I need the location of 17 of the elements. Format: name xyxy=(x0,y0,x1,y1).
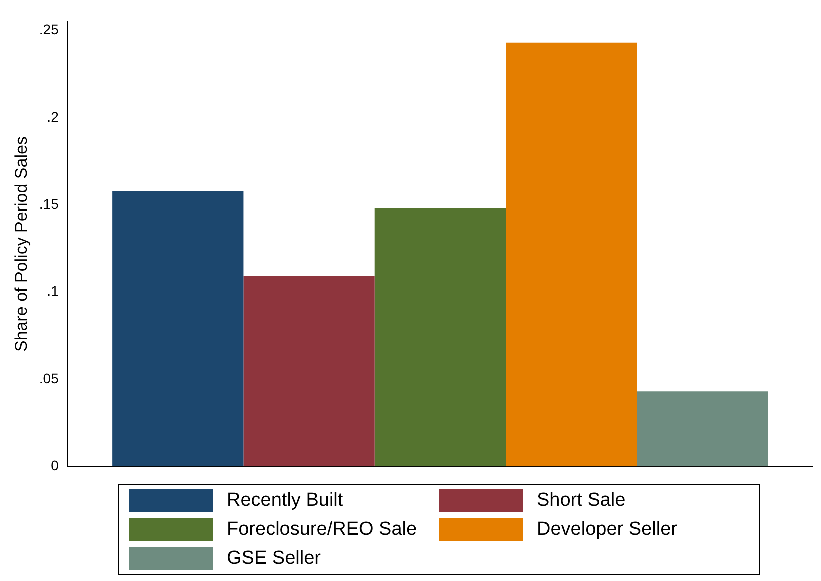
bar xyxy=(637,392,768,467)
y-tick-label: 0 xyxy=(51,457,60,474)
y-tick-label: .1 xyxy=(47,283,60,300)
y-tick-label: .05 xyxy=(39,370,60,386)
legend-label: GSE Seller xyxy=(227,548,321,570)
bar xyxy=(244,276,375,467)
legend-label: Short Sale xyxy=(537,490,626,512)
bar xyxy=(506,42,638,467)
y-tick-label: .2 xyxy=(47,108,60,125)
bar xyxy=(112,191,244,467)
y-axis-title: Share of Policy Period Sales xyxy=(12,136,31,352)
bar xyxy=(374,208,506,467)
legend-label: Developer Seller xyxy=(537,518,678,540)
y-tick-label: .15 xyxy=(39,196,60,212)
legend-label: Recently Built xyxy=(227,490,344,512)
legend-label: Foreclosure/REO Sale xyxy=(227,518,418,540)
y-tick-label: .25 xyxy=(39,22,60,38)
